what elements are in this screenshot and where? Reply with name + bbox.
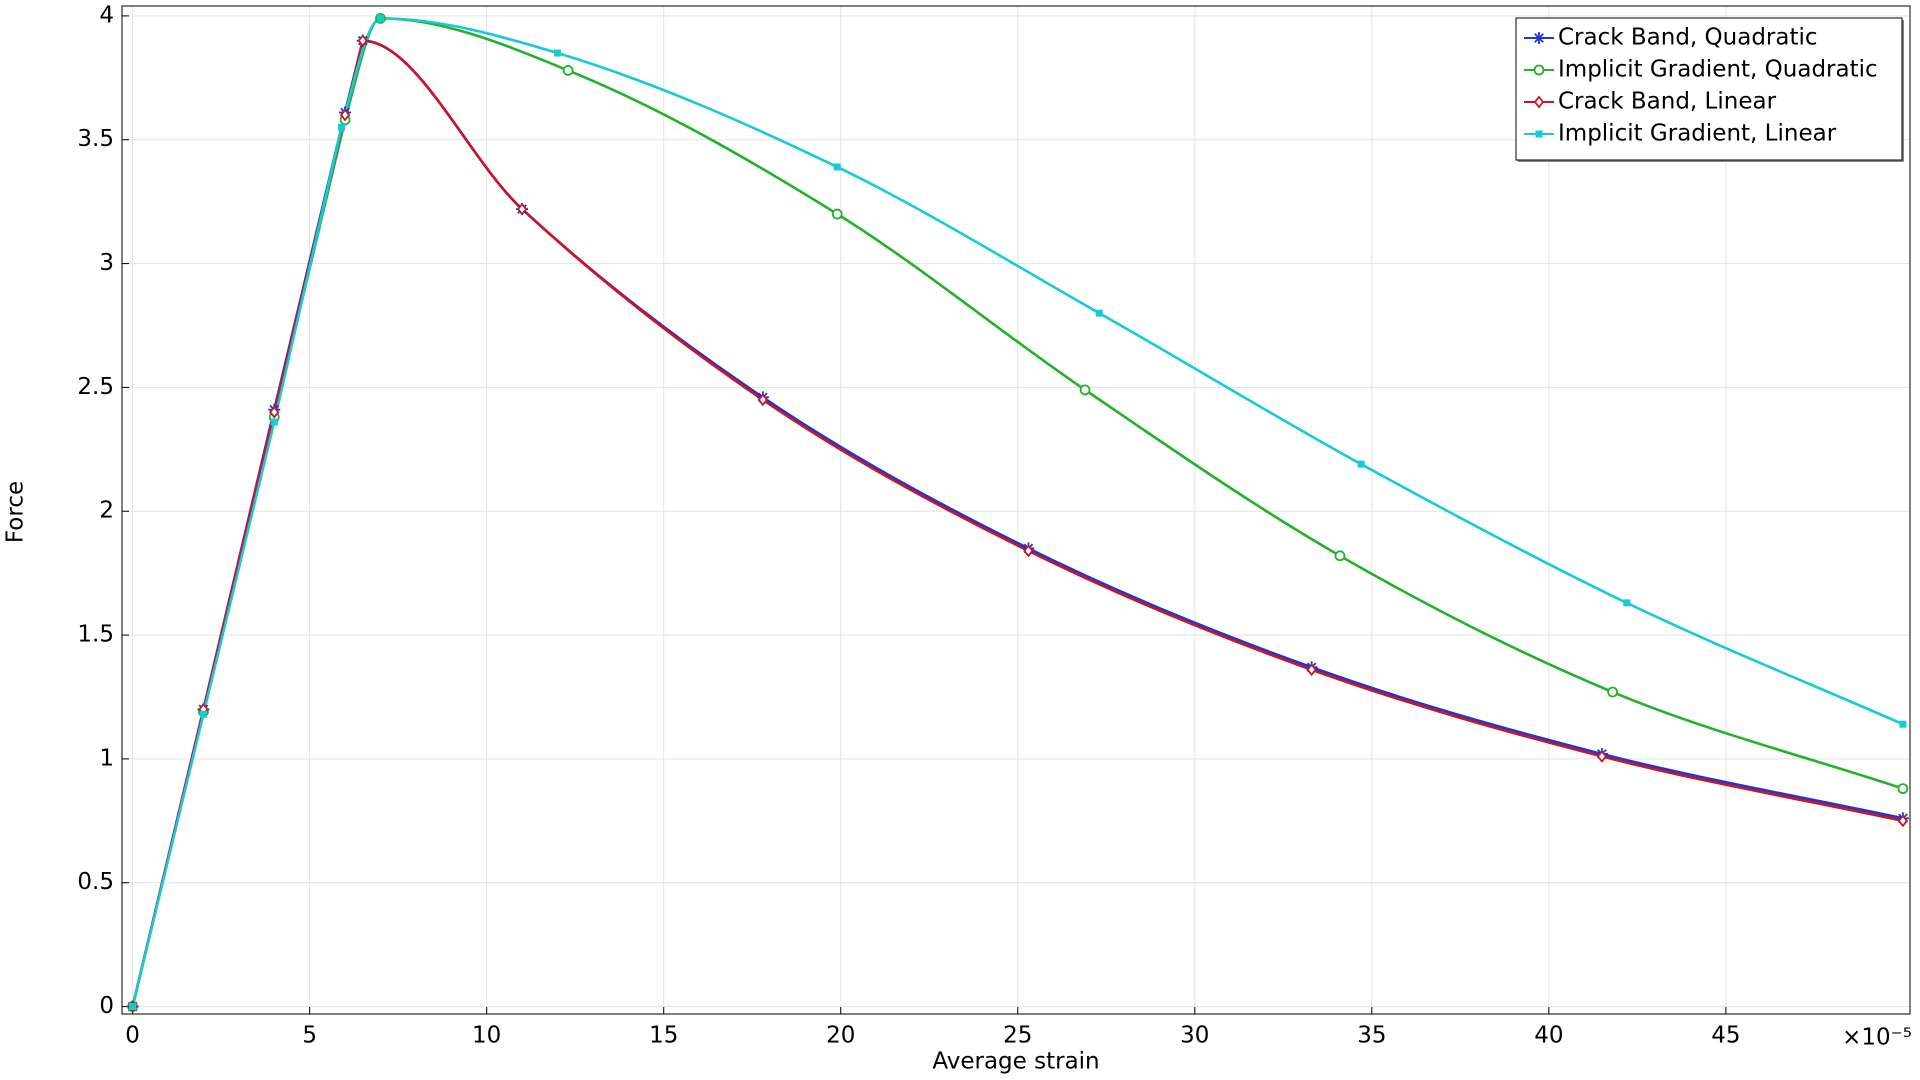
y-tick-label: 1.5 [77,622,114,648]
x-tick-label: 35 [1357,1023,1386,1049]
y-tick-label: 4 [99,2,114,28]
x-tick-label: 20 [826,1023,855,1049]
marker [833,163,841,171]
marker [269,405,280,419]
marker [1357,460,1365,468]
series-line [131,17,1904,1007]
marker [1079,384,1091,396]
marker [553,49,561,57]
marker [831,208,843,220]
marker [562,64,574,76]
marker [129,1003,137,1011]
x-tick-label: 30 [1180,1023,1209,1049]
y-axis-label: Force [3,481,29,543]
legend-label: Crack Band, Quadratic [1558,25,1818,51]
x-tick-label: 45 [1711,1023,1740,1049]
marker [339,108,351,122]
y-tick-label: 3.5 [77,126,114,152]
legend-label: Implicit Gradient, Quadratic [1558,57,1878,83]
marker [357,34,368,48]
marker [270,418,278,426]
marker [516,202,528,216]
y-tick-label: 2 [99,498,114,524]
marker [1533,64,1545,76]
marker [1897,783,1909,795]
x-tick-label: 10 [472,1023,501,1049]
marker [1023,544,1034,558]
x-multiplier: ×10⁻⁵ [1842,1025,1912,1051]
y-tick-label: 1 [99,745,114,771]
plot-frame [121,5,1911,1015]
marker [757,393,769,407]
marker [338,123,346,131]
x-tick-label: 40 [1534,1023,1563,1049]
legend-label: Implicit Gradient, Linear [1558,121,1837,147]
marker [1533,95,1545,109]
legend-box [1515,17,1903,161]
x-axis-label: Average strain [932,1049,1099,1075]
x-tick-label: 5 [302,1023,317,1049]
marker [1897,814,1909,828]
legend-label: Crack Band, Linear [1558,89,1777,115]
marker [1095,309,1103,317]
marker [1607,686,1618,698]
marker [199,710,207,718]
x-tick-label: 0 [125,1023,140,1049]
marker [1899,720,1907,728]
marker [1306,663,1317,677]
marker [1596,749,1608,763]
series-line [131,17,1904,1007]
y-tick-label: 3 [99,250,114,276]
y-tick-label: 0 [99,993,114,1019]
x-tick-label: 25 [1003,1023,1032,1049]
marker [1623,599,1631,607]
y-tick-label: 0.5 [77,869,114,895]
marker [1535,130,1543,138]
marker [376,14,384,22]
y-tick-label: 2.5 [77,374,114,400]
marker [1334,550,1346,562]
x-tick-label: 15 [649,1023,678,1049]
marker [1533,32,1545,44]
